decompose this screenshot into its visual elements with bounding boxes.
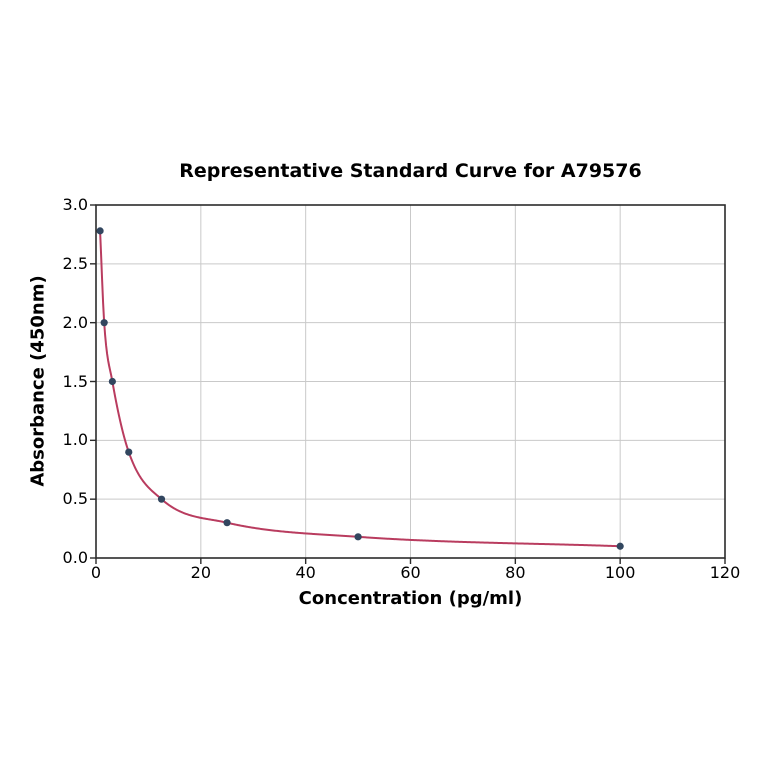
x-tick-label: 40 [295,563,316,582]
chart-title: Representative Standard Curve for A79576 [179,160,642,182]
x-tick-label: 80 [505,563,526,582]
y-tick-label: 0.5 [62,489,88,509]
y-tick-label: 1.5 [62,371,88,391]
data-point [96,227,104,235]
y-tick-label: 0.0 [62,548,88,567]
y-tick-label: 2.0 [62,312,88,332]
y-tick-label: 2.5 [62,253,88,273]
data-point [100,319,108,327]
y-tick-label: 1.0 [62,430,88,450]
x-tick-label: 100 [604,563,636,582]
x-tick-label: 120 [709,563,741,582]
x-tick-label: 0 [90,563,102,582]
x-axis-label: Concentration (pg/ml) [298,588,523,609]
x-tick-label: 20 [190,563,211,582]
y-tick-label: 3.0 [62,195,88,214]
data-point [223,519,231,527]
data-point [108,377,116,386]
data-point [157,495,166,503]
data-point [354,533,362,541]
data-point [616,542,624,550]
x-tick-label: 60 [400,563,421,582]
data-point [125,448,133,456]
